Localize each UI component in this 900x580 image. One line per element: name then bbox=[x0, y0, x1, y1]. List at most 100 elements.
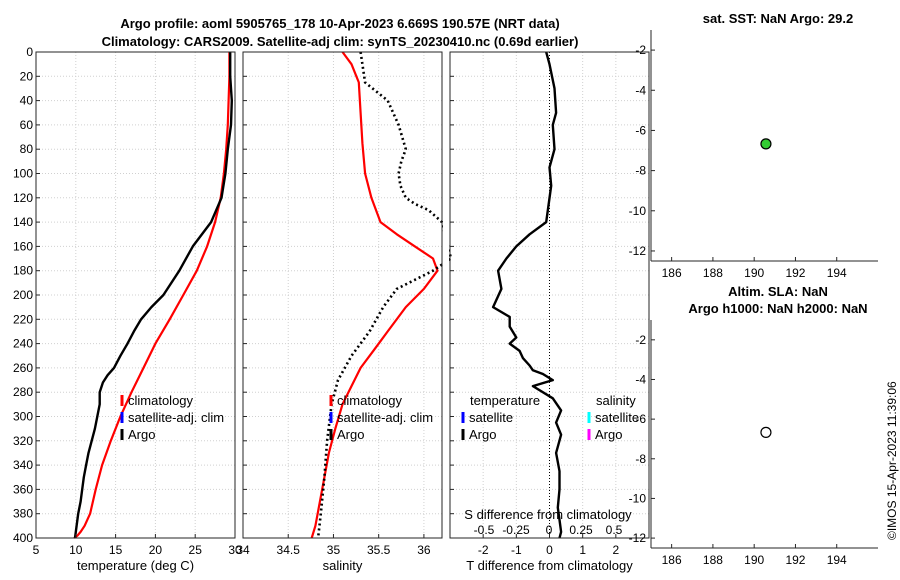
map-y-tick-label: -12 bbox=[629, 531, 647, 545]
y-tick-label: 140 bbox=[13, 215, 33, 229]
map-panel-2: 186 188 190 192 194 -2 -4 -6 -8 -10 -12 Altim. SLA:… bbox=[629, 284, 878, 567]
y-tick-label: 240 bbox=[13, 337, 33, 351]
legend-s-argo-label: Argo bbox=[595, 427, 622, 442]
series-line-argo bbox=[73, 52, 234, 539]
s-diff-tick-label: 0.25 bbox=[569, 523, 593, 537]
y-tick-label: 0 bbox=[26, 45, 33, 59]
x-tick-label: 20 bbox=[149, 543, 163, 557]
series-line-climatology bbox=[73, 52, 231, 539]
y-tick-label: 260 bbox=[13, 361, 33, 375]
legend-t-satellite-label: satellite bbox=[469, 410, 513, 425]
map-x-tick-label: 188 bbox=[703, 266, 723, 280]
legend-panel-1: climatology satellite-adj. clim Argo bbox=[120, 393, 224, 442]
figure-title-line2: Climatology: CARS2009. Satellite-adj cli… bbox=[102, 34, 579, 49]
x-tick-label: 34 bbox=[236, 543, 250, 557]
legend-argo-label: Argo bbox=[337, 427, 364, 442]
imos-watermark: ©IMOS 15-Apr-2023 11:39:06 bbox=[885, 381, 899, 540]
x-tick-label: 35.5 bbox=[367, 543, 391, 557]
legend-argo-label: Argo bbox=[128, 427, 155, 442]
map-y-tick-label: -10 bbox=[629, 204, 647, 218]
map-x-tick-label: 190 bbox=[744, 553, 764, 567]
map-x-tick-label: 194 bbox=[827, 553, 847, 567]
legend-s-satellite-label: satellite bbox=[595, 410, 639, 425]
y-tick-label: 180 bbox=[13, 264, 33, 278]
map-y-tick-label: -2 bbox=[635, 43, 646, 57]
x-tick-label: 1 bbox=[579, 543, 586, 557]
map-y-tick-label: -6 bbox=[635, 412, 646, 426]
map-x-tick-label: 194 bbox=[827, 266, 847, 280]
legend-t-argo-label: Argo bbox=[469, 427, 496, 442]
y-tick-label: 300 bbox=[13, 410, 33, 424]
y-tick-label: 280 bbox=[13, 385, 33, 399]
map-title: sat. SST: NaN Argo: 29.2 bbox=[703, 11, 854, 26]
legend-climatology-label: climatology bbox=[337, 393, 403, 408]
s-diff-tick-label: -0.25 bbox=[502, 523, 530, 537]
map-y-tick-label: -4 bbox=[635, 83, 646, 97]
x-axis-label: salinity bbox=[323, 558, 363, 573]
legend-satellite-adj-label: satellite-adj. clim bbox=[128, 410, 224, 425]
x-tick-label: 36 bbox=[417, 543, 431, 557]
map-subtitle: Argo h1000: NaN h2000: NaN bbox=[688, 301, 867, 316]
x-tick-label: 30 bbox=[228, 543, 242, 557]
legend-climatology-label: climatology bbox=[128, 393, 194, 408]
panel-clip-mask bbox=[650, 50, 654, 540]
y-tick-label: 200 bbox=[13, 288, 33, 302]
map-y-tick-label: -12 bbox=[629, 244, 647, 258]
map-title: Altim. SLA: NaN bbox=[728, 284, 828, 299]
map-x-tick-label: 190 bbox=[744, 266, 764, 280]
s-diff-axis-label: S difference from climatology bbox=[464, 507, 632, 522]
y-tick-label: 220 bbox=[13, 312, 33, 326]
s-diff-tick-label: 0.5 bbox=[606, 523, 623, 537]
profile-panel-2: 34 34.5 35 35.5 36 salinity bbox=[236, 50, 453, 573]
y-tick-label: 340 bbox=[13, 458, 33, 472]
x-tick-label: 15 bbox=[109, 543, 123, 557]
legend-temperature-heading: temperature bbox=[470, 393, 540, 408]
s-diff-tick-label: -0.5 bbox=[474, 523, 495, 537]
y-tick-label: 360 bbox=[13, 482, 33, 496]
y-tick-label: 100 bbox=[13, 167, 33, 181]
map-x-tick-label: 186 bbox=[662, 266, 682, 280]
series-line-t-diff-argo bbox=[491, 51, 563, 539]
map-y-tick-label: -8 bbox=[635, 452, 646, 466]
x-tick-label: 2 bbox=[612, 543, 619, 557]
x-tick-label: 34.5 bbox=[277, 543, 301, 557]
profile-location-marker bbox=[760, 138, 772, 150]
panel-clip-mask bbox=[236, 50, 242, 540]
y-tick-label: 380 bbox=[13, 507, 33, 521]
profile-location-marker bbox=[760, 426, 772, 438]
y-tick-label: 60 bbox=[20, 118, 34, 132]
x-tick-label: 35 bbox=[327, 543, 341, 557]
y-tick-label: 160 bbox=[13, 239, 33, 253]
y-tick-label: 120 bbox=[13, 191, 33, 205]
figure-title-line1: Argo profile: aoml 5905765_178 10-Apr-20… bbox=[120, 16, 559, 31]
map-y-tick-label: -10 bbox=[629, 491, 647, 505]
x-tick-label: 25 bbox=[189, 543, 203, 557]
map-y-tick-label: -8 bbox=[635, 164, 646, 178]
map-panel-1: 186 188 190 192 194 -2 -4 -6 -8 -10 -12 sat. SST: N… bbox=[629, 11, 878, 280]
legend-satellite-adj-label: satellite-adj. clim bbox=[337, 410, 433, 425]
profile-panel-1: 5 10 15 20 25 3002040608010012014016018020022… bbox=[13, 45, 242, 573]
x-tick-label: 0 bbox=[546, 543, 553, 557]
legend-panel-2: climatology satellite-adj. clim Argo bbox=[329, 393, 433, 442]
x-tick-label: -2 bbox=[478, 543, 489, 557]
y-tick-label: 320 bbox=[13, 434, 33, 448]
panel-clip-mask bbox=[443, 50, 449, 540]
y-tick-label: 400 bbox=[13, 531, 33, 545]
map-x-tick-label: 192 bbox=[785, 266, 805, 280]
y-tick-label: 20 bbox=[20, 69, 34, 83]
x-axis-label: temperature (deg C) bbox=[77, 558, 194, 573]
legend-salinity-heading: salinity bbox=[596, 393, 636, 408]
x-tick-label: 5 bbox=[33, 543, 40, 557]
s-diff-tick-label: 0 bbox=[546, 523, 553, 537]
map-x-tick-label: 192 bbox=[785, 553, 805, 567]
y-tick-label: 40 bbox=[20, 94, 34, 108]
series-line-climatology bbox=[310, 51, 439, 539]
x-axis-label: T difference from climatology bbox=[466, 558, 633, 573]
profile-panel-3: -2 -1 0 1 2T difference from climatology bbox=[449, 50, 654, 573]
map-y-tick-label: -4 bbox=[635, 372, 646, 386]
x-tick-label: -1 bbox=[511, 543, 522, 557]
y-tick-label: 80 bbox=[20, 142, 34, 156]
map-y-tick-label: -6 bbox=[635, 123, 646, 137]
map-x-tick-label: 186 bbox=[662, 553, 682, 567]
